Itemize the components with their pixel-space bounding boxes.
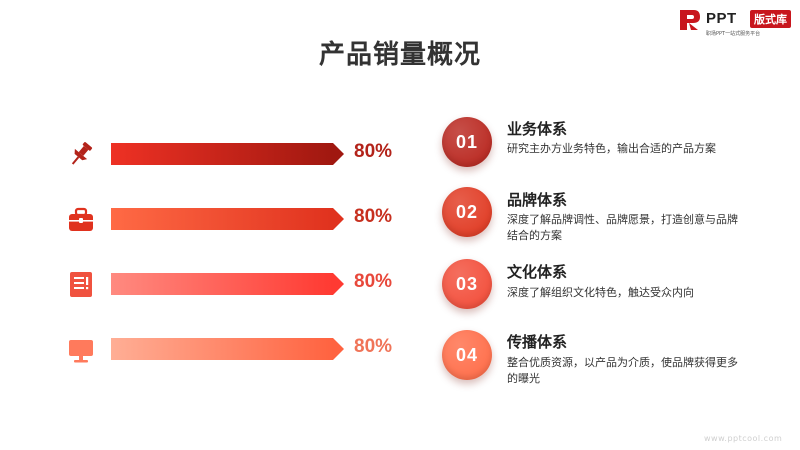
- sales-bar-1: [111, 143, 333, 165]
- monitor-icon: [69, 340, 93, 363]
- sales-bar-2: [111, 208, 333, 230]
- item-desc-culture: 深度了解组织文化特色，触达受众内向: [507, 286, 694, 299]
- item-desc-business: 研究主办方业务特色，输出合适的产品方案: [507, 142, 716, 155]
- item-title-brand: 品牌体系: [507, 191, 568, 209]
- watermark: www.pptcool.com: [704, 434, 783, 443]
- sales-bar-tip-1: [333, 143, 344, 165]
- sales-bar-tip-2: [333, 208, 344, 230]
- item-desc-brand: 深度了解品牌调性、品牌愿景，打造创意与品牌结合的方案: [507, 213, 738, 242]
- sales-percent-2: 80%: [354, 206, 393, 227]
- item-number-04: 04: [442, 330, 492, 380]
- item-number-03: 03: [442, 259, 492, 309]
- logo-tagline: 职场PPT一站式服务平台: [706, 31, 761, 37]
- pushpin-icon: [71, 142, 93, 165]
- sales-bar-tip-4: [333, 338, 344, 360]
- item-title-culture: 文化体系: [507, 263, 568, 281]
- item-title-communication: 传播体系: [507, 333, 568, 351]
- sales-percent-1: 80%: [354, 141, 393, 162]
- logo-mark-icon: [680, 10, 700, 30]
- item-title-business: 业务体系: [507, 120, 568, 138]
- sales-bar-4: [111, 338, 333, 360]
- brand-logo: PPT 版式库 职场PPT一站式服务平台: [678, 8, 796, 38]
- page-title: 产品销量概况: [318, 40, 481, 70]
- logo-text: PPT: [706, 10, 737, 27]
- document-icon: [70, 272, 92, 297]
- item-desc-communication: 整合优质资源，以产品为介质，使品牌获得更多的曝光: [507, 356, 738, 385]
- item-number-02: 02: [442, 187, 492, 237]
- item-number-01: 01: [442, 117, 492, 167]
- sales-bar-3: [111, 273, 333, 295]
- sales-percent-4: 80%: [354, 336, 393, 357]
- briefcase-icon: [69, 207, 93, 231]
- logo-badge: 版式库: [750, 10, 791, 28]
- sales-percent-3: 80%: [354, 271, 393, 292]
- sales-bar-tip-3: [333, 273, 344, 295]
